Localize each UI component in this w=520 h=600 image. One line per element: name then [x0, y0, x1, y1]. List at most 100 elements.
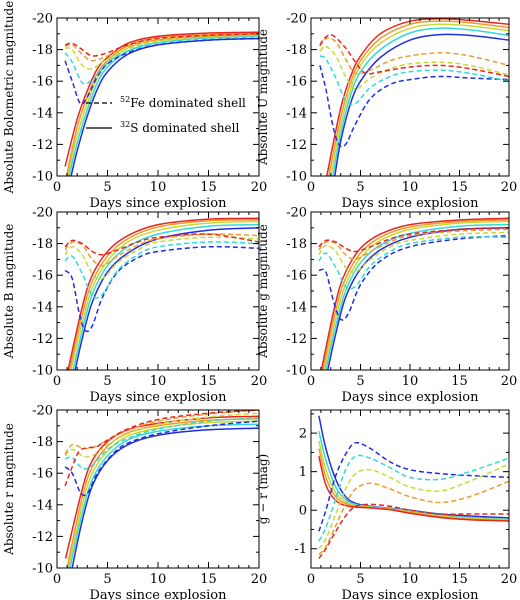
- chart-series-group-r: [64, 410, 259, 568]
- series-line-g-7: [318, 231, 509, 274]
- chart-series-group-gr: [318, 415, 509, 559]
- x-tick-label-U-1: 5: [356, 180, 364, 195]
- y-axis-title-bol: Absolute Bolometric magnitude: [2, 1, 16, 195]
- series-line-g-4: [320, 217, 509, 370]
- x-axis-title-g: Days since explosion: [342, 390, 480, 405]
- x-tick-label-B-1: 5: [103, 374, 111, 389]
- series-line-gr-4: [318, 456, 509, 522]
- y-tick-label-bol-1: -12: [32, 138, 53, 153]
- chart-series-group-g: [318, 217, 509, 370]
- series-line-U-4: [326, 18, 509, 176]
- series-line-bol-4: [64, 31, 259, 167]
- x-tick-label-B-4: 20: [251, 374, 268, 389]
- y-tick-label-B-3: -16: [32, 269, 53, 284]
- y-tick-label-U-5: -20: [286, 12, 307, 27]
- series-line-B-9: [64, 233, 259, 256]
- series-line-B-7: [64, 236, 259, 280]
- x-tick-label-r-1: 5: [103, 572, 111, 587]
- y-tick-label-g-3: -16: [286, 269, 307, 284]
- y-tick-label-U-3: -16: [286, 75, 307, 90]
- series-line-B-6: [64, 241, 259, 299]
- y-tick-label-r-1: -12: [32, 530, 53, 545]
- x-tick-label-r-4: 20: [251, 572, 268, 587]
- legend-dashed-label: 52Fe dominated shell: [120, 95, 246, 110]
- series-line-g-9: [318, 227, 509, 253]
- y-tick-label-r-5: -20: [32, 404, 53, 419]
- series-line-B-5: [64, 245, 259, 333]
- series-line-gr-3: [318, 448, 509, 522]
- series-line-bol-6: [64, 36, 259, 85]
- y-axis-title-r: Absolute r magnitude: [2, 423, 16, 556]
- y-tick-label-g-5: -20: [286, 206, 307, 221]
- y-tick-label-B-0: -10: [32, 364, 53, 379]
- x-tick-label-gr-4: 20: [501, 572, 518, 587]
- series-line-bol-8: [64, 33, 259, 62]
- x-tick-label-gr-3: 15: [451, 572, 468, 587]
- x-tick-label-gr-1: 5: [356, 572, 364, 587]
- x-axis-title-gr: Days since explosion: [342, 588, 480, 600]
- series-line-r-5: [64, 420, 259, 497]
- x-tick-label-B-3: 15: [200, 374, 217, 389]
- x-tick-label-g-3: 15: [451, 374, 468, 389]
- x-tick-label-B-2: 10: [150, 374, 167, 389]
- series-line-g-2: [323, 220, 509, 370]
- chart-series-group-bol: [64, 31, 259, 176]
- chart-panel-bol: 0 5 10 15 20 -10 -12 -14 -16 -18 -20 Days since exp…: [2, 1, 267, 211]
- series-line-g-5: [318, 234, 509, 321]
- y-tick-label-B-1: -12: [32, 332, 53, 347]
- x-tick-label-g-1: 5: [356, 374, 364, 389]
- y-tick-label-U-4: -18: [286, 43, 307, 58]
- y-tick-label-r-3: -16: [32, 467, 53, 482]
- chart-panel-B: 0 5 10 15 20 -10 -12 -14 -16 -18 -20 Days since exp…: [2, 206, 267, 406]
- series-line-B-3: [68, 219, 259, 370]
- y-tick-label-B-2: -14: [32, 300, 53, 315]
- chart-panel-U: 0 5 10 15 20 -10 -12 -14 -16 -18 -20 Days since exp…: [256, 12, 517, 212]
- chart-series-group-U: [319, 18, 509, 176]
- y-axis-title-U: Absolute U magnitude: [256, 29, 270, 166]
- series-line-U-8: [319, 37, 509, 75]
- series-line-bol-5: [64, 37, 259, 105]
- x-tick-label-r-0: 0: [53, 572, 61, 587]
- legend-solid-sup: 32: [120, 120, 130, 129]
- y-tick-label-U-1: -12: [286, 138, 307, 153]
- y-tick-label-bol-4: -18: [32, 43, 53, 58]
- y-tick-label-U-0: -10: [286, 170, 307, 185]
- y-tick-label-bol-0: -10: [32, 170, 53, 185]
- series-line-g-6: [318, 236, 509, 290]
- legend-solid-text: S dominated shell: [130, 121, 239, 135]
- series-line-B-2: [70, 220, 259, 370]
- y-tick-label-r-4: -18: [32, 435, 53, 450]
- series-line-B-8: [64, 233, 259, 267]
- series-line-gr-8: [318, 480, 509, 556]
- y-axis-title-B: Absolute B magnitude: [2, 224, 16, 360]
- series-line-g-8: [318, 228, 509, 261]
- x-tick-label-U-4: 20: [501, 180, 518, 195]
- x-tick-label-U-0: 0: [307, 180, 315, 195]
- x-tick-label-U-2: 10: [402, 180, 419, 195]
- x-tick-label-g-2: 10: [402, 374, 419, 389]
- series-line-gr-6: [318, 454, 509, 542]
- y-tick-label-g-1: -12: [286, 332, 307, 347]
- x-axis-title-B: Days since explosion: [90, 390, 228, 405]
- legend-solid-label: 32S dominated shell: [120, 120, 239, 135]
- y-tick-label-bol-5: -20: [32, 12, 53, 27]
- x-tick-label-r-2: 10: [150, 572, 167, 587]
- series-line-U-2: [330, 23, 509, 176]
- x-tick-label-U-3: 15: [451, 180, 468, 195]
- x-tick-label-g-0: 0: [307, 374, 315, 389]
- series-line-g-3: [322, 219, 509, 370]
- legend-dashed-text: Fe dominated shell: [130, 96, 246, 110]
- y-tick-label-gr-0: -1: [294, 542, 307, 557]
- series-line-gr-9: [318, 503, 509, 559]
- y-tick-label-g-2: -14: [286, 300, 307, 315]
- legend-dashed-sup: 52: [120, 95, 130, 104]
- y-axis-title-gr: g − r (mag): [256, 454, 270, 525]
- y-tick-label-r-0: -10: [32, 562, 53, 577]
- series-line-B-4: [67, 217, 259, 370]
- x-tick-label-bol-1: 5: [103, 180, 111, 195]
- x-tick-label-B-0: 0: [53, 374, 61, 389]
- series-line-U-1: [332, 27, 509, 176]
- y-tick-label-g-4: -18: [286, 237, 307, 252]
